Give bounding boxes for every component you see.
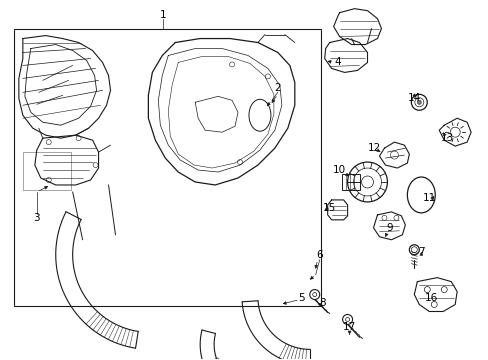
Text: 2: 2 xyxy=(274,84,281,93)
Text: 14: 14 xyxy=(407,93,420,103)
Text: 6: 6 xyxy=(316,250,323,260)
Text: 12: 12 xyxy=(367,143,380,153)
Bar xyxy=(14,28,320,306)
Text: 7: 7 xyxy=(417,247,424,257)
Text: 10: 10 xyxy=(332,165,346,175)
Text: 3: 3 xyxy=(33,213,40,223)
Text: 17: 17 xyxy=(342,323,355,332)
Text: 11: 11 xyxy=(422,193,435,203)
Text: 16: 16 xyxy=(424,293,437,302)
Circle shape xyxy=(416,100,421,104)
Text: 15: 15 xyxy=(323,203,336,213)
Text: 8: 8 xyxy=(319,297,325,307)
Text: 5: 5 xyxy=(298,293,305,302)
Bar xyxy=(23,152,71,190)
Text: 9: 9 xyxy=(386,223,392,233)
Bar xyxy=(341,174,359,190)
Text: 13: 13 xyxy=(440,133,453,143)
Text: 4: 4 xyxy=(334,58,340,67)
Text: 1: 1 xyxy=(160,10,166,20)
